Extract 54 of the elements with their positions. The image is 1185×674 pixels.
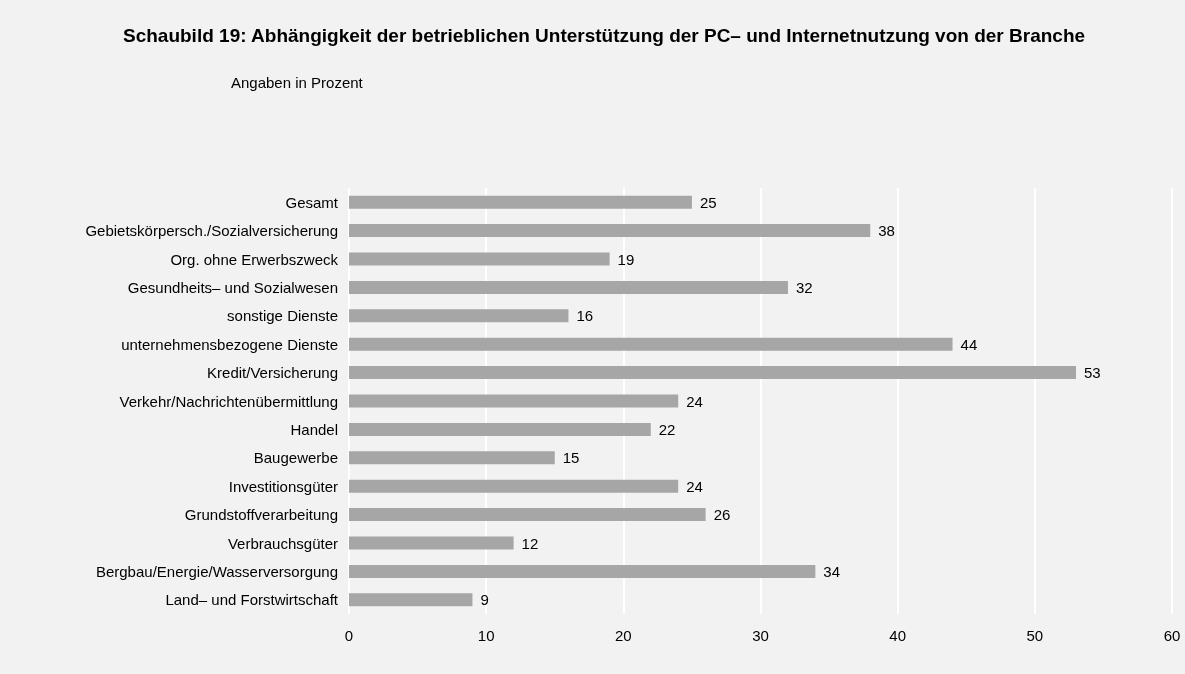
data-label: 24 <box>686 477 703 495</box>
bar <box>349 224 871 238</box>
y-tick-label: Bergbau/Energie/Wasserversorgung <box>95 562 338 580</box>
y-tick-label: sonstige Dienste <box>227 307 338 325</box>
data-label: 9 <box>480 591 489 609</box>
bar <box>349 394 679 408</box>
chart-title: Schaubild 19: Abhängigkeit der betrieblichen Unterstützung der PC– und Internetnutzung von der Branche <box>123 24 1086 46</box>
data-label: 34 <box>823 562 841 580</box>
data-label: 53 <box>1083 364 1101 382</box>
bar <box>349 564 816 578</box>
bar <box>349 593 473 607</box>
x-tick-label: 60 <box>1163 627 1181 644</box>
bar <box>349 366 1076 380</box>
data-label: 22 <box>658 420 676 438</box>
bar <box>349 422 651 436</box>
y-tick-label: Land– und Forstwirtschaft <box>165 591 339 609</box>
bar <box>349 508 706 522</box>
bar <box>349 337 953 351</box>
y-tick-label: Baugewerbe <box>253 449 338 467</box>
x-tick-label: 0 <box>344 627 354 644</box>
y-tick-label: unternehmensbezogene Dienste <box>121 335 338 353</box>
y-tick-label: Gesundheits– und Sozialwesen <box>127 278 338 296</box>
x-tick-label: 40 <box>889 627 907 644</box>
y-tick-label: Gebietskörpersch./Sozialversicherung <box>85 222 338 240</box>
bar <box>349 280 788 294</box>
data-label: 19 <box>617 250 635 268</box>
x-tick-label: 20 <box>614 627 632 644</box>
data-label: 12 <box>521 534 539 552</box>
x-tick-label: 30 <box>752 627 769 644</box>
y-tick-label: Verbrauchsgüter <box>227 534 338 552</box>
y-tick-label: Org. ohne Erwerbszweck <box>170 250 339 268</box>
y-tick-label: Gesamt <box>285 193 339 211</box>
data-label: 32 <box>795 278 813 296</box>
bar <box>349 195 692 209</box>
bar <box>349 252 610 266</box>
chart-subtitle: Angaben in Prozent <box>231 74 364 91</box>
x-tick-label: 10 <box>477 627 495 644</box>
x-tick-label: 50 <box>1026 627 1044 644</box>
data-label: 24 <box>686 392 703 410</box>
data-label: 16 <box>576 307 594 325</box>
bar <box>349 451 555 465</box>
data-label: 44 <box>960 335 978 353</box>
bar <box>349 536 514 550</box>
data-label: 25 <box>699 193 717 211</box>
bar <box>349 309 569 323</box>
bar <box>349 479 679 493</box>
y-tick-label: Handel <box>290 420 338 438</box>
y-tick-label: Verkehr/Nachrichtenübermittlung <box>119 392 338 410</box>
y-tick-label: Grundstoffverarbeitung <box>184 506 338 524</box>
y-tick-label: Investitionsgüter <box>228 477 338 495</box>
data-label: 38 <box>878 222 895 240</box>
data-label: 15 <box>562 449 580 467</box>
data-label: 26 <box>713 506 731 524</box>
y-tick-label: Kredit/Versicherung <box>207 364 338 382</box>
